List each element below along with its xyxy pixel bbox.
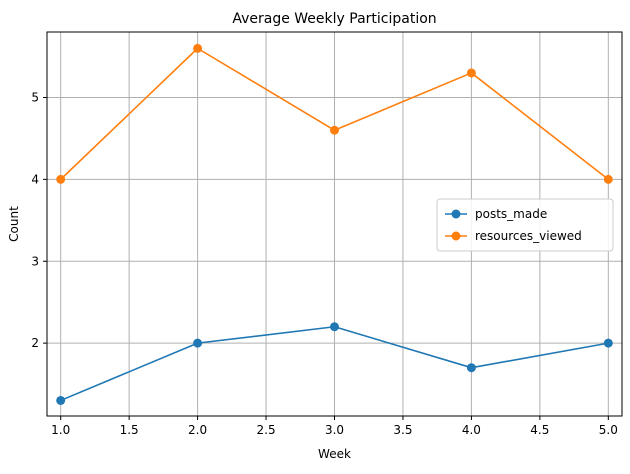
legend-entry: posts_made — [445, 207, 547, 221]
y-axis-label: Count — [7, 206, 21, 242]
legend-label: resources_viewed — [475, 229, 582, 243]
y-tick-label: 5 — [31, 91, 39, 105]
legend: posts_made resources_viewed — [436, 198, 614, 252]
chart-title: Average Weekly Participation — [232, 11, 436, 27]
data-point — [56, 395, 66, 405]
legend-box — [436, 198, 614, 252]
series-resources_viewed — [56, 43, 613, 184]
x-tick-label: 1.0 — [51, 423, 70, 437]
y-axis-ticks: 2 3 4 5 — [31, 91, 47, 350]
series-posts_made — [56, 322, 613, 405]
data-point — [193, 43, 203, 53]
legend-marker — [451, 231, 461, 241]
data-point — [193, 338, 203, 348]
data-point — [330, 322, 339, 332]
legend-marker — [451, 209, 461, 219]
data-point — [603, 174, 613, 184]
x-tick-label: 3.0 — [325, 423, 344, 437]
y-tick-label: 3 — [31, 254, 39, 268]
x-tick-label: 2.5 — [257, 423, 276, 437]
x-tick-label: 2.0 — [188, 423, 207, 437]
x-tick-label: 3.5 — [393, 423, 412, 437]
grid-lines — [47, 32, 622, 416]
x-axis-label: Week — [318, 447, 351, 461]
data-point — [330, 125, 339, 135]
x-tick-label: 4.0 — [462, 423, 481, 437]
y-tick-label: 4 — [31, 172, 39, 186]
y-tick-label: 2 — [31, 336, 39, 350]
data-point — [56, 174, 66, 184]
data-point — [603, 338, 613, 348]
series-layer — [56, 43, 613, 405]
x-tick-label: 4.5 — [530, 423, 549, 437]
legend-entry: resources_viewed — [445, 229, 582, 243]
x-tick-label: 1.5 — [120, 423, 139, 437]
legend-label: posts_made — [475, 207, 547, 221]
data-point — [466, 68, 476, 78]
x-axis-ticks: 1.0 1.5 2.0 2.5 3.0 3.5 4.0 4.5 5.0 — [51, 416, 618, 437]
x-tick-label: 5.0 — [599, 423, 618, 437]
data-point — [466, 363, 476, 373]
